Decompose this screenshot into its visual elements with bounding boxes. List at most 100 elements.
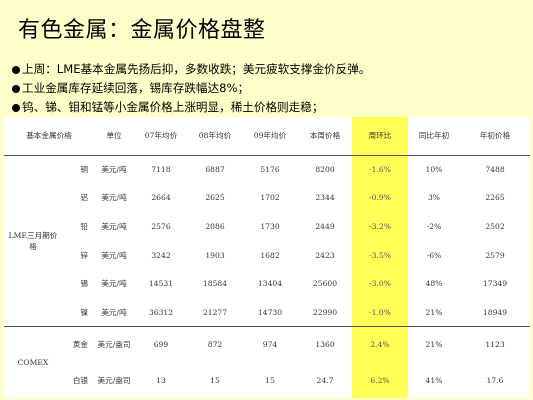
metal-name: 锡 <box>80 279 88 289</box>
slide-title: 有色金属：金属价格盘整 <box>18 18 266 43</box>
table-row: 铝 美元/吨 2664 2625 1702 2344 -0.9% 3% 2265 <box>4 183 530 213</box>
wow-change-cell: 2.4% <box>352 326 408 363</box>
yoy-change-cell: 3% <box>427 193 441 203</box>
start-price-cell: 18949 <box>482 307 508 317</box>
header-cell: 年初价格 <box>460 117 530 156</box>
header-cell: 单位 <box>94 117 134 156</box>
unit-cell: 美元/吨 <box>101 193 127 203</box>
avg07-cell: 7118 <box>151 165 171 175</box>
wow-change-cell: -1.6% <box>352 155 408 184</box>
metal-name: 铝 <box>80 193 88 203</box>
metal-name: 锌 <box>80 250 88 260</box>
unit-cell: 美元/吨 <box>101 165 127 175</box>
header-cell: 07年均价 <box>134 117 188 156</box>
wow-change-cell: -3.0% <box>352 269 408 299</box>
metal-price-table: 基本金属价格 单位 07年均价 08年均价 09年均价 本周价格 周环比 同比年… <box>4 117 530 398</box>
bullet-dot-icon <box>12 103 20 112</box>
avg08-cell: 2625 <box>205 193 225 203</box>
header-cell: 09年均价 <box>242 117 298 156</box>
week-price-cell: 1360 <box>298 326 352 363</box>
bullet-item: 上周：LME基本金属先扬后抑，多数收跌；美元疲软支撑金价反弹。 <box>12 60 527 79</box>
table-header-row: 基本金属价格 单位 07年均价 08年均价 09年均价 本周价格 周环比 同比年… <box>4 117 530 156</box>
header-cell-highlighted: 周环比 <box>352 117 408 156</box>
wow-change-cell: 6.2% <box>352 362 408 398</box>
wow-change-cell: -1.0% <box>352 298 408 327</box>
table-row: 铅 美元/吨 2576 2086 1730 2449 -3.2% -2% 250… <box>4 212 530 241</box>
avg08-cell: 18584 <box>202 279 228 289</box>
avg08-cell: 872 <box>188 326 242 363</box>
avg09-cell: 5176 <box>260 165 280 175</box>
avg07-cell: 699 <box>134 326 188 363</box>
bullet-dot-icon <box>12 65 20 74</box>
header-cell: 同比年初 <box>408 117 460 156</box>
yoy-change-cell: 21% <box>425 307 443 317</box>
yoy-change-cell: 10% <box>425 165 443 175</box>
bullet-text: 钨、锑、钼和锰等小金属价格上涨明显，稀土价格则走稳； <box>22 100 324 114</box>
week-price-cell: 22990 <box>312 307 338 317</box>
bullet-item: 工业金属库存延续回落，锡库存跌幅达8%； <box>12 79 527 98</box>
start-price-cell: 17349 <box>482 279 508 289</box>
avg08-cell: 6887 <box>205 165 225 175</box>
avg08-cell: 21277 <box>202 307 228 317</box>
avg07-cell: 36312 <box>148 307 174 317</box>
unit-cell: 美元/盎司 <box>97 375 131 385</box>
unit-cell: 美元/吨 <box>101 279 127 289</box>
header-cell: 基本金属价格 <box>4 117 94 156</box>
avg07-cell: 2664 <box>151 193 171 203</box>
metal-name: 黄金 <box>62 326 94 363</box>
bullet-dot-icon <box>12 84 20 93</box>
start-price-cell: 7488 <box>485 165 505 175</box>
week-price-cell: 8200 <box>315 165 335 175</box>
table-row: 锡 美元/吨 14531 18584 13404 25600 -3.0% 48%… <box>4 269 530 299</box>
avg07-cell: 2576 <box>151 222 171 232</box>
avg07-cell: 14531 <box>148 279 174 289</box>
start-price-cell: 2579 <box>485 250 505 260</box>
avg07-cell: 3242 <box>151 250 171 260</box>
start-price-cell: 17.6 <box>486 375 504 385</box>
metal-name: 铜 <box>80 165 88 175</box>
price-table-panel: 基本金属价格 单位 07年均价 08年均价 09年均价 本周价格 周环比 同比年… <box>4 117 530 398</box>
bullet-item: 钨、锑、钼和锰等小金属价格上涨明显，稀土价格则走稳； <box>12 98 527 117</box>
table-row: 锌 美元/吨 3242 1903 1682 2423 -3.5% -6% 257… <box>4 240 530 270</box>
avg08-cell: 1903 <box>205 250 225 260</box>
wow-change-cell: -3.5% <box>352 240 408 270</box>
yoy-change-cell: -2% <box>426 222 442 232</box>
avg08-cell: 15 <box>210 375 220 385</box>
avg09-cell: 15 <box>265 375 275 385</box>
avg09-cell: 974 <box>242 326 298 363</box>
unit-cell: 美元/吨 <box>101 307 127 317</box>
unit-cell: 美元/吨 <box>101 250 127 260</box>
bullet-text: 上周：LME基本金属先扬后抑，多数收跌；美元疲软支撑金价反弹。 <box>22 62 371 76</box>
header-cell: 08年均价 <box>188 117 242 156</box>
metal-name: 镍 <box>80 307 88 317</box>
yoy-change-cell: -6% <box>426 250 442 260</box>
bullet-list: 上周：LME基本金属先扬后抑，多数收跌；美元疲软支撑金价反弹。 工业金属库存延续… <box>12 60 527 117</box>
wow-change-cell: -0.9% <box>352 183 408 213</box>
yoy-change-cell: 21% <box>408 326 460 363</box>
start-price-cell: 2502 <box>485 222 505 232</box>
yoy-change-cell: 48% <box>425 279 443 289</box>
week-price-cell: 25600 <box>312 279 338 289</box>
avg09-cell: 1682 <box>260 250 280 260</box>
avg07-cell: 13 <box>156 375 166 385</box>
wow-change-cell: -3.2% <box>352 212 408 241</box>
unit-cell: 美元/吨 <box>101 222 127 232</box>
unit-cell: 美元/盎司 <box>94 326 134 363</box>
metal-name: 白银 <box>72 375 88 385</box>
yoy-change-cell: 41% <box>425 375 443 385</box>
avg08-cell: 2086 <box>205 222 225 232</box>
week-price-cell: 2423 <box>315 250 335 260</box>
table-row: 镍 美元/吨 36312 21277 14730 22990 -1.0% 21%… <box>4 298 530 327</box>
header-cell: 本周价格 <box>298 117 352 156</box>
table-row: COMEX 黄金 美元/盎司 699 872 974 1360 2.4% 21%… <box>4 326 530 398</box>
bullet-text: 工业金属库存延续回落，锡库存跌幅达8%； <box>22 81 250 95</box>
start-price-cell: 1123 <box>460 326 530 363</box>
avg09-cell: 13404 <box>257 279 283 289</box>
group-label: LME三月期价格 <box>8 230 58 251</box>
week-price-cell: 2449 <box>315 222 335 232</box>
week-price-cell: 24.7 <box>316 375 334 385</box>
metal-name: 铅 <box>80 222 88 232</box>
start-price-cell: 2265 <box>485 193 505 203</box>
group-label: COMEX <box>4 326 62 398</box>
week-price-cell: 2344 <box>315 193 335 203</box>
